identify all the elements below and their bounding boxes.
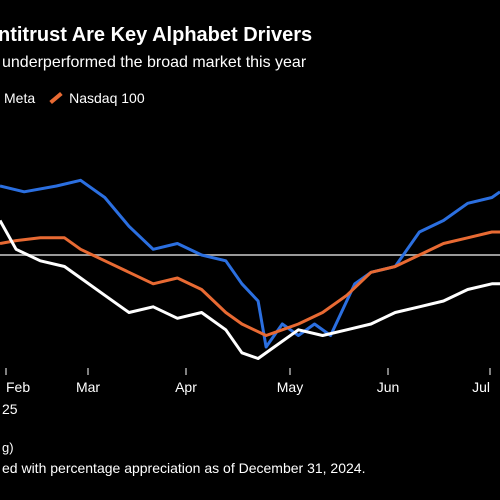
chart-legend: Meta Nasdaq 100 [4, 90, 159, 106]
legend-label-meta: Meta [4, 90, 36, 106]
x-tick-label: Jun [377, 379, 400, 395]
chart-source: g) [2, 440, 14, 455]
legend-entry-nasdaq: Nasdaq 100 [49, 90, 145, 106]
series-line-series-3 [0, 219, 500, 360]
x-tick-label: May [277, 379, 303, 395]
x-tick-label: Feb [6, 379, 30, 395]
x-tick-year-label: 25 [2, 401, 18, 417]
series-line-nasdaq-100 [0, 230, 500, 337]
chart-title: ntitrust Are Key Alphabet Drivers [0, 24, 313, 46]
chart-subtitle: underperformed the broad market this yea… [2, 54, 307, 71]
x-tick-label: Jul [472, 379, 490, 395]
x-tick-label: Mar [76, 379, 100, 395]
series-line-meta [0, 178, 500, 349]
chart-footnote: ed with percentage appreciation as of De… [2, 460, 366, 476]
legend-label-nasdaq: Nasdaq 100 [69, 90, 145, 106]
x-tick-label: Apr [175, 379, 197, 395]
legend-entry-meta: Meta [4, 90, 35, 106]
